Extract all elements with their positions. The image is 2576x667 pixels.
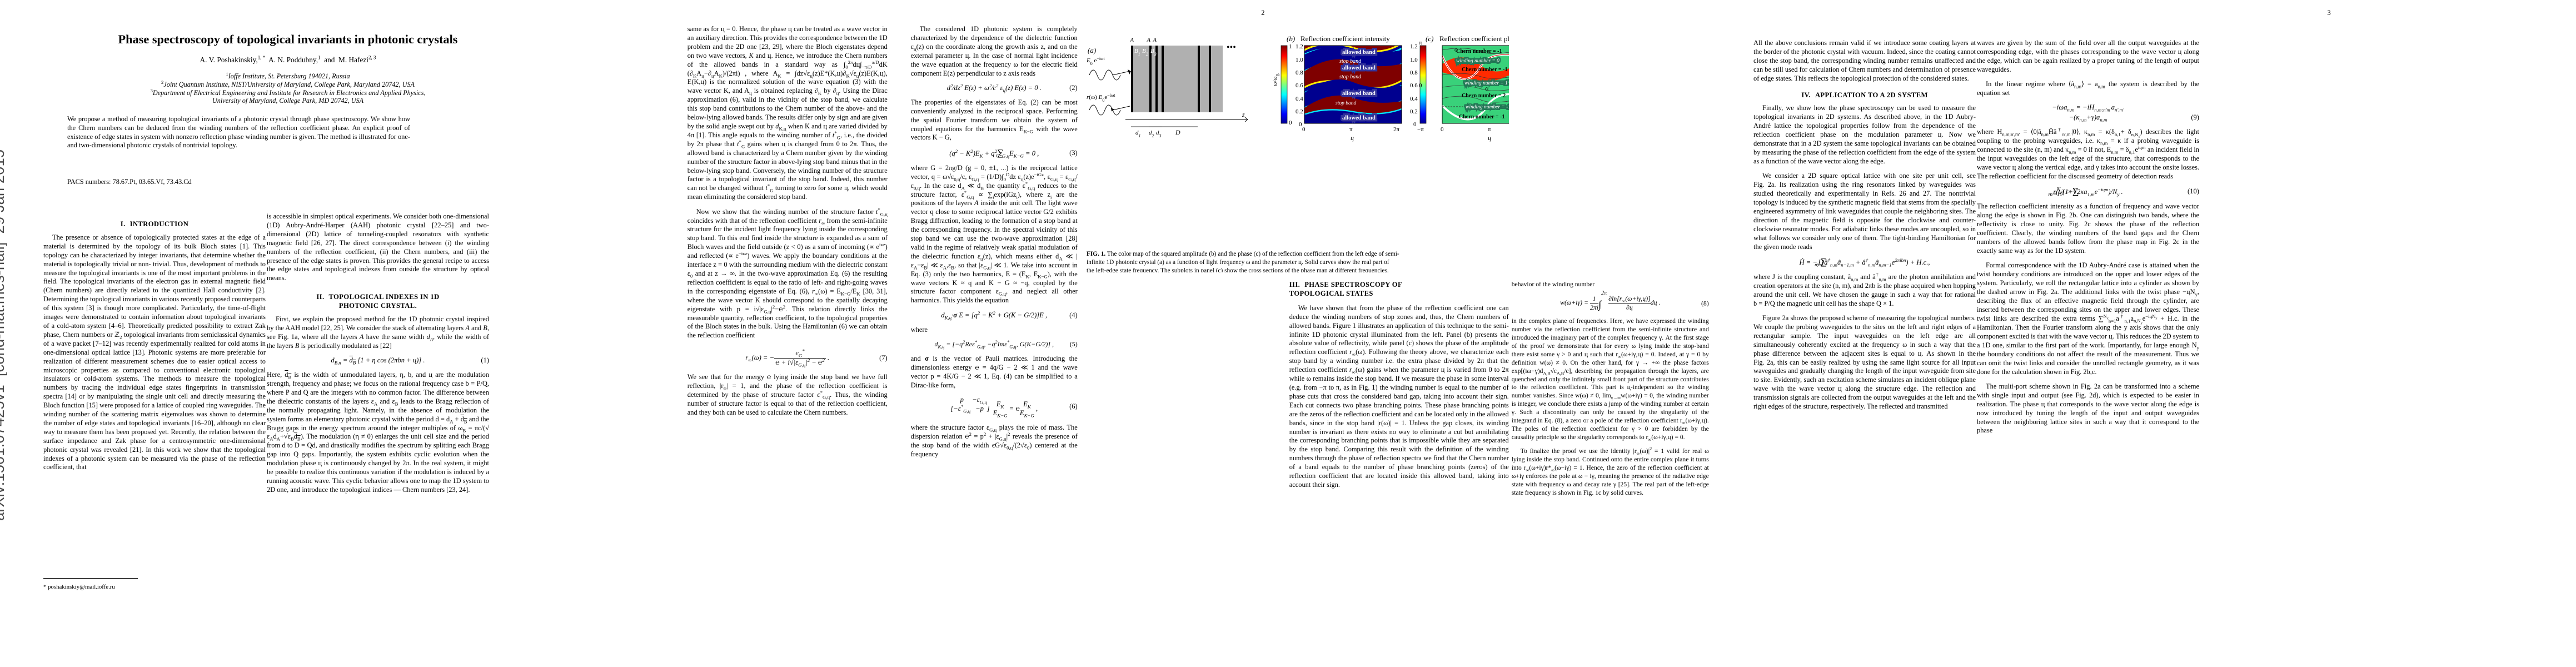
svg-text:d2: d2: [1149, 130, 1154, 138]
svg-text:Chern number = -1: Chern number = -1: [1459, 114, 1504, 120]
svg-text:(b): (b): [1287, 34, 1295, 43]
svg-text:1.2: 1.2: [1410, 43, 1418, 50]
svg-text:0: 0: [1441, 126, 1444, 133]
svg-text:0: 0: [1299, 121, 1302, 128]
svg-text:1.0: 1.0: [1410, 57, 1418, 63]
svg-text:0: 0: [1419, 82, 1422, 89]
svg-text:A: A: [1152, 36, 1157, 44]
svg-text:Chern number = 2: Chern number = 2: [1462, 93, 1506, 99]
svg-text:r(ω) E0e−iωt: r(ω) E0e−iωt: [1087, 93, 1115, 103]
svg-text:0.2: 0.2: [1296, 108, 1303, 115]
svg-text:A: A: [1146, 36, 1151, 44]
svg-text:winding number = -1: winding number = -1: [1466, 104, 1509, 110]
svg-text:Chern number = -1: Chern number = -1: [1462, 67, 1507, 73]
svg-text:π: π: [1349, 126, 1353, 133]
svg-text:(c): (c): [1426, 34, 1433, 43]
svg-text:0: 0: [1302, 126, 1306, 133]
svg-text:Reflection coefficient intensi: Reflection coefficient intensity: [1301, 34, 1390, 43]
svg-text:ц: ц: [1488, 134, 1491, 142]
svg-text:π: π: [1488, 126, 1491, 133]
svg-text:0.2: 0.2: [1410, 108, 1418, 115]
svg-text:allowed band: allowed band: [1342, 91, 1376, 97]
svg-text:winding number = 1: winding number = 1: [1464, 81, 1508, 86]
svg-text:stop band: stop band: [1339, 74, 1362, 80]
svg-text:z: z: [1242, 111, 1245, 118]
svg-text:−π: −π: [1417, 126, 1424, 133]
svg-text:(a): (a): [1088, 46, 1096, 54]
svg-text:stop band: stop band: [1339, 58, 1362, 64]
svg-text:0.6: 0.6: [1410, 82, 1418, 89]
svg-text:0: 0: [1289, 120, 1292, 126]
svg-text:0: 0: [1413, 121, 1417, 128]
svg-text:infinite 1D photonic crystal (: infinite 1D photonic crystal (a) as a fu…: [1087, 259, 1389, 266]
svg-text:allowed band: allowed band: [1342, 65, 1376, 71]
svg-text:ω/ωB: ω/ωB: [1272, 73, 1280, 86]
svg-text:0.6: 0.6: [1296, 82, 1303, 89]
svg-text:1.2: 1.2: [1296, 43, 1303, 50]
svg-text:D: D: [1175, 128, 1180, 136]
svg-text:Chern number = -1: Chern number = -1: [1456, 48, 1502, 54]
svg-text:d1: d1: [1135, 130, 1141, 138]
svg-text:the left-edge state frequency.: the left-edge state frequency. The subpl…: [1087, 267, 1389, 272]
svg-text:FIG. 1. The color map of the s: FIG. 1. The color map of the squared amp…: [1087, 251, 1399, 257]
svg-text:2π: 2π: [1393, 126, 1400, 133]
svg-text:0.4: 0.4: [1296, 96, 1303, 102]
svg-text:0.8: 0.8: [1296, 69, 1303, 76]
svg-text:E0 e−iωt: E0 e−iωt: [1087, 56, 1105, 66]
svg-text:stop band: stop band: [1336, 101, 1356, 106]
svg-text:1: 1: [1289, 43, 1292, 50]
svg-text:allowed band: allowed band: [1342, 115, 1376, 121]
svg-text:d3: d3: [1156, 130, 1162, 138]
svg-text:A: A: [1129, 36, 1134, 44]
svg-text:allowed band: allowed band: [1342, 49, 1376, 56]
svg-text:1.0: 1.0: [1296, 57, 1303, 63]
svg-text:Reflection coefficient phase: Reflection coefficient phase: [1439, 34, 1509, 43]
svg-text:winding number = 0: winding number = 0: [1456, 58, 1499, 64]
svg-text:•••: •••: [1227, 43, 1236, 52]
svg-text:ц: ц: [1351, 134, 1354, 142]
svg-text:π: π: [1419, 39, 1422, 46]
svg-text:0.8: 0.8: [1410, 69, 1418, 76]
svg-text:0.4: 0.4: [1410, 96, 1418, 102]
